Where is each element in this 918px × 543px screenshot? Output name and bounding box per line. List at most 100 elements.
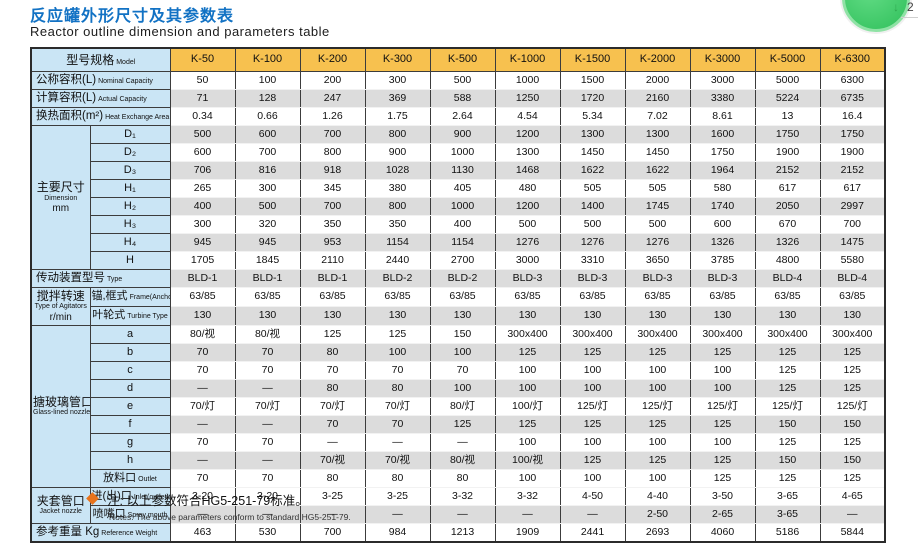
cell: 63/85 xyxy=(494,287,561,307)
cell: 125 xyxy=(819,432,886,452)
table-row: d — —80 80 100 100 100 100 100 125 125 xyxy=(31,378,886,398)
cell: 125 xyxy=(624,414,691,434)
cell: 3-20 xyxy=(234,486,301,506)
cell: BLD-3 xyxy=(689,269,756,288)
cell: 100 xyxy=(624,468,691,488)
row-sublabel: g xyxy=(89,432,171,452)
cell: 800 xyxy=(299,143,366,162)
cell: — xyxy=(234,504,301,524)
cell: 3-32 xyxy=(494,486,561,506)
cell: 0.66 xyxy=(234,107,301,126)
cell: 80 xyxy=(299,468,366,488)
cell: 1154 xyxy=(429,233,496,252)
cell: 5000 xyxy=(754,71,821,90)
group-label-cn: 搪玻璃管口 xyxy=(33,394,90,409)
cell: 100 xyxy=(234,71,301,90)
row-sublabel-cn: 放料口 xyxy=(103,471,137,484)
cell: 1745 xyxy=(624,197,691,216)
cell: 150 xyxy=(754,414,821,434)
notification-badge-icon[interactable] xyxy=(842,0,910,32)
row-sublabel-en: Inlet(outlet) xyxy=(133,493,169,501)
row-sublabel-cn: D₃ xyxy=(123,163,137,176)
cell: 1154 xyxy=(364,233,431,252)
cell: 500 xyxy=(169,125,236,144)
cell: 100 xyxy=(689,432,756,452)
model-header-cell: K-2000 xyxy=(624,47,691,72)
row-sublabel-cn: H₃ xyxy=(123,217,137,230)
cell: 80/视 xyxy=(169,324,236,344)
cell: 100 xyxy=(559,468,626,488)
cell: 1300 xyxy=(624,125,691,144)
row-sublabel-cn: 叶轮式 xyxy=(92,309,126,322)
cell: 505 xyxy=(624,179,691,198)
cell: 1200 xyxy=(494,197,561,216)
cell: 300 xyxy=(234,179,301,198)
table-row: 参考重量 Kg Reference Weight 463 530 700 984 1213 1… xyxy=(30,522,886,543)
cell: 617 xyxy=(819,179,886,198)
table-row: H₃ 300 320 350 350 400 500 500 500 600 670 700 xyxy=(31,215,886,234)
cell: 3-32 xyxy=(429,486,496,506)
cell: 70 xyxy=(169,360,236,380)
cell: 70/灯 xyxy=(234,396,301,416)
cell: 1250 xyxy=(494,89,561,108)
cell: 125 xyxy=(754,360,821,380)
row-sublabel: H₂ xyxy=(89,197,171,216)
cell: BLD-1 xyxy=(169,269,236,288)
cell: 125 xyxy=(754,432,821,452)
cell: 70 xyxy=(364,414,431,434)
cell: 63/85 xyxy=(754,287,821,307)
model-label-cn: 型号规格 xyxy=(66,52,115,67)
cell: 3000 xyxy=(689,71,756,90)
cell: 670 xyxy=(754,215,821,234)
cell: 63/85 xyxy=(689,287,756,307)
cell: 984 xyxy=(364,522,431,543)
cell: 1475 xyxy=(819,233,886,252)
cell: 70/灯 xyxy=(169,396,236,416)
cell: 1.75 xyxy=(364,107,431,126)
cell: 70 xyxy=(364,360,431,380)
cell: 63/85 xyxy=(364,287,431,307)
group-label-en: Jacket nozzle xyxy=(39,508,82,516)
table-row: H₄ 945 945 953 1154 1154 1276 1276 1276 1326 1326 1… xyxy=(31,233,886,252)
row-sublabel: c xyxy=(89,360,171,380)
cell: 70 xyxy=(299,414,366,434)
row-sublabel: H xyxy=(89,251,171,270)
cell: 600 xyxy=(169,143,236,162)
cell: 125 xyxy=(559,414,626,434)
row-sublabel-cn: f xyxy=(128,417,132,430)
cell: 700 xyxy=(819,215,886,234)
cell: 3-65 xyxy=(754,486,821,506)
row-sublabel-cn: 喷嘴口 xyxy=(92,507,126,520)
cell: 125 xyxy=(624,342,691,362)
cell: 480 xyxy=(494,179,561,198)
cell: 100 xyxy=(494,468,561,488)
table-row: H₂ 400 500 700 800 1000 1200 1400 1745 1740 2050 29… xyxy=(31,197,886,216)
cell: 3-65 xyxy=(754,504,821,524)
cell: 125 xyxy=(364,324,431,344)
row-label-en: Nominal Capacity xyxy=(98,78,153,86)
cell: 2152 xyxy=(754,161,821,180)
model-header-cell: K-1000 xyxy=(494,47,561,72)
cell: 350 xyxy=(299,215,366,234)
cell: 125 xyxy=(299,324,366,344)
row-label-cn: 换热面积(m²) xyxy=(36,110,104,123)
cell: BLD-1 xyxy=(234,269,301,288)
cell: 2700 xyxy=(429,251,496,270)
cell: 953 xyxy=(299,233,366,252)
cell: 5224 xyxy=(754,89,821,108)
cell: 100 xyxy=(624,360,691,380)
cell: 80/灯 xyxy=(429,396,496,416)
cell: 5186 xyxy=(754,522,821,543)
table-row: D₃ 706 816 918 1028 1130 1468 1622 1622 1964 2152 2… xyxy=(31,161,886,180)
cell: 70 xyxy=(169,432,236,452)
cell: 500 xyxy=(494,215,561,234)
cell: 300x400 xyxy=(559,324,626,344)
note-bullet-icon xyxy=(86,492,99,505)
cell: 1740 xyxy=(689,197,756,216)
table-row: 换热面积(m²) Heat Exchange Area 0.34 0.66 1.26 1.… xyxy=(30,107,886,126)
group-label-unit: mm xyxy=(52,202,70,214)
cell: 945 xyxy=(234,233,301,252)
row-label-cn: 参考重量 Kg xyxy=(36,526,100,539)
row-sublabel-cn: h xyxy=(126,453,134,466)
cell: 100 xyxy=(624,378,691,398)
